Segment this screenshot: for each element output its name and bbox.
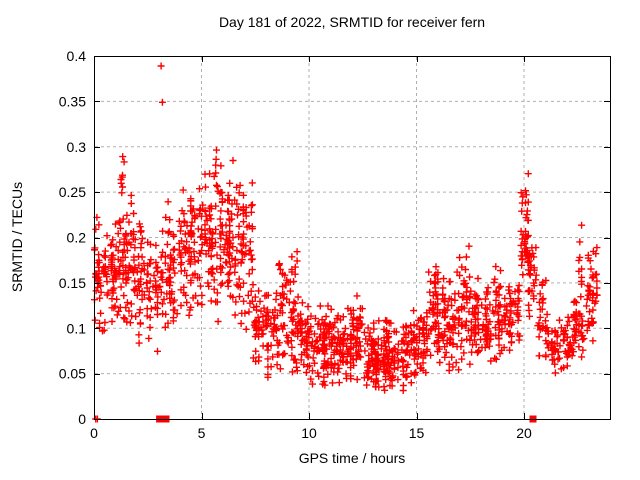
chart-title: Day 181 of 2022, SRMTID for receiver fer… [218, 14, 486, 30]
data-points [91, 62, 601, 423]
x-tick-label: 5 [198, 425, 206, 441]
x-tick-label: 20 [516, 425, 532, 441]
y-tick-label: 0.4 [67, 48, 87, 64]
plot-border [94, 56, 611, 420]
y-tick-label: 0.3 [67, 139, 87, 155]
y-tick-label: 0.35 [59, 93, 86, 109]
y-tick-label: 0.1 [67, 320, 87, 336]
y-tick-label: 0.05 [59, 366, 86, 382]
x-tick-label: 15 [409, 425, 425, 441]
y-tick-label: 0 [78, 411, 86, 427]
x-axis-label: GPS time / hours [298, 450, 406, 466]
gridlines [95, 57, 609, 418]
plus-markers [91, 62, 601, 423]
tick-labels: 0 5 10 15 20 0 0.05 0.1 0.15 0.2 0.25 0.3 0.35 0.4 [59, 48, 532, 441]
y-tick-label: 0.25 [59, 184, 86, 200]
y-tick-label: 0.2 [67, 230, 87, 246]
x-tick-label: 0 [90, 425, 98, 441]
x-tick-label: 10 [301, 425, 317, 441]
y-tick-label: 0.15 [59, 275, 86, 291]
